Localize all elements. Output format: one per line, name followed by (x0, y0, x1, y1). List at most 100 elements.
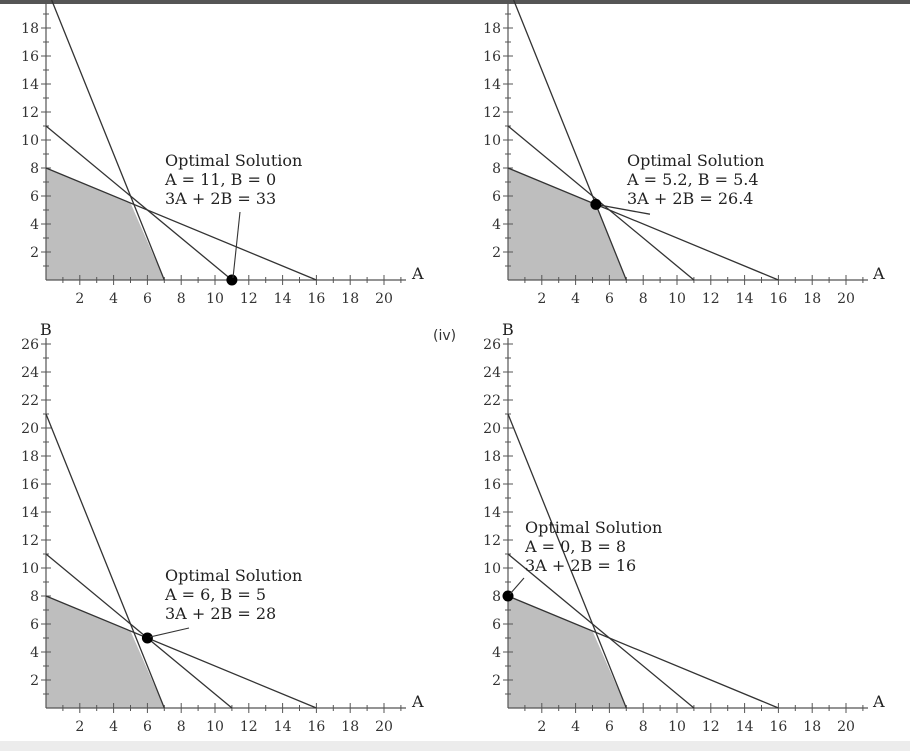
annotation-leader (232, 211, 241, 279)
x-tick-label: 10 (668, 291, 686, 307)
series-line-2 (45, 125, 233, 281)
x-tick-label: 18 (803, 719, 821, 735)
y-tick-label: 8 (30, 161, 39, 177)
series-line-3 (45, 167, 317, 281)
x-tick-label: 4 (571, 719, 580, 735)
x-tick-label: 16 (307, 719, 325, 735)
x-tick-label: 12 (240, 719, 258, 735)
series-line-3 (45, 595, 317, 709)
x-tick-label: 6 (605, 291, 614, 307)
series-line-2 (45, 553, 233, 709)
annotation-line-1: Optimal Solution (525, 518, 662, 537)
y-tick-label: 2 (492, 673, 501, 689)
y-tick-label: 12 (21, 105, 39, 121)
y-tick-label: 10 (483, 561, 501, 577)
feasible-region (46, 168, 165, 280)
annotation-line-2: A = 5.2, B = 5.4 (626, 170, 759, 189)
annotation-leader (509, 577, 525, 595)
y-tick-label: 4 (30, 217, 39, 233)
x-tick-label: 10 (206, 719, 224, 735)
x-tick-label: 16 (769, 719, 787, 735)
x-axis-label: A (411, 692, 424, 711)
annotation-leader (149, 627, 190, 638)
x-tick-label: 18 (341, 719, 359, 735)
feasible-region (508, 596, 627, 708)
x-tick-label: 12 (240, 291, 258, 307)
y-tick-label: 18 (21, 21, 39, 37)
chart-panel-4: 2 4 6 8 10 12 14 16 18 202468101214161820222426AB… (483, 320, 885, 735)
chart-panel-2: 2 4 6 8 10 12 14 16 18 20 2 4 6 8 10 12 14 16 18 A Optimal S… (483, 0, 885, 307)
y-axis-label: B (40, 320, 52, 339)
y-tick-label: 12 (483, 105, 501, 121)
x-tick-label: 8 (177, 291, 186, 307)
annotation-line-1: Optimal Solution (165, 566, 302, 585)
y-tick-label: 4 (492, 645, 501, 661)
annotation-line-2: A = 11, B = 0 (164, 170, 276, 189)
y-tick-label: 18 (483, 449, 501, 465)
x-tick-label: 14 (274, 719, 292, 735)
y-tick-label: 14 (483, 77, 501, 93)
y-tick-label: 22 (483, 393, 501, 409)
y-tick-label: 14 (21, 77, 39, 93)
series-line-1 (513, 0, 627, 281)
x-tick-label: 2 (537, 291, 546, 307)
y-tick-label: 16 (483, 49, 501, 65)
x-tick-label: 12 (702, 719, 720, 735)
x-tick-label: 6 (605, 719, 614, 735)
x-tick-label: 4 (109, 291, 118, 307)
x-tick-label: 2 (75, 719, 84, 735)
y-tick-label: 6 (492, 189, 501, 205)
feasible-region (46, 596, 165, 708)
y-tick-label: 24 (21, 365, 39, 381)
x-tick-label: 10 (668, 719, 686, 735)
series-line-3 (507, 167, 779, 281)
x-tick-label: 12 (702, 291, 720, 307)
x-tick-label: 8 (639, 291, 648, 307)
x-tick-label: 10 (206, 291, 224, 307)
x-tick-label: 18 (341, 291, 359, 307)
y-tick-label: 26 (21, 337, 39, 353)
y-tick-label: 26 (483, 337, 501, 353)
series-line-1 (51, 0, 165, 281)
x-axis-label: A (872, 264, 885, 283)
panel-label: (iv) (433, 328, 457, 344)
y-tick-label: 24 (483, 365, 501, 381)
x-tick-label: 14 (736, 719, 754, 735)
x-tick-label: 8 (177, 719, 186, 735)
x-axis-label: A (411, 264, 424, 283)
series-line-2 (507, 553, 695, 709)
x-tick-label: 2 (537, 719, 546, 735)
x-tick-label: 6 (143, 719, 152, 735)
x-tick-label: 4 (109, 719, 118, 735)
x-tick-label: 18 (803, 291, 821, 307)
y-tick-label: 22 (21, 393, 39, 409)
x-tick-label: 14 (736, 291, 754, 307)
optimal-point (141, 632, 153, 644)
y-tick-label: 18 (483, 21, 501, 37)
x-tick-label: 2 (75, 291, 84, 307)
y-tick-label: 8 (30, 589, 39, 605)
y-axis-label: B (502, 320, 514, 339)
optimal-point (590, 198, 602, 210)
x-tick-label: 20 (837, 719, 855, 735)
annotation-line-3: 3A + 2B = 28 (165, 604, 276, 623)
y-tick-label: 10 (483, 133, 501, 149)
x-tick-label: 4 (571, 291, 580, 307)
y-tick-label: 2 (30, 673, 39, 689)
y-tick-label: 10 (21, 561, 39, 577)
window-top-border (0, 0, 910, 4)
annotation-line-3: 3A + 2B = 33 (165, 189, 276, 208)
y-tick-label: 6 (492, 617, 501, 633)
x-tick-label: 6 (143, 291, 152, 307)
x-axis-label: A (872, 692, 885, 711)
y-tick-label: 20 (483, 421, 501, 437)
chart-panel-1: 2 4 6 8 10 12 14 16 18 20 2 4 6 8 10 12 14 16 18 A Optimal S… (21, 0, 424, 307)
window-bottom-border (0, 741, 910, 751)
y-tick-label: 16 (483, 477, 501, 493)
y-tick-label: 16 (21, 49, 39, 65)
series-line-1 (45, 413, 165, 709)
y-tick-label: 4 (492, 217, 501, 233)
chart-panel-3: 2 4 6 8 10 12 14 16 18 202468101214161820222426AB… (21, 320, 424, 735)
y-tick-label: 6 (30, 617, 39, 633)
